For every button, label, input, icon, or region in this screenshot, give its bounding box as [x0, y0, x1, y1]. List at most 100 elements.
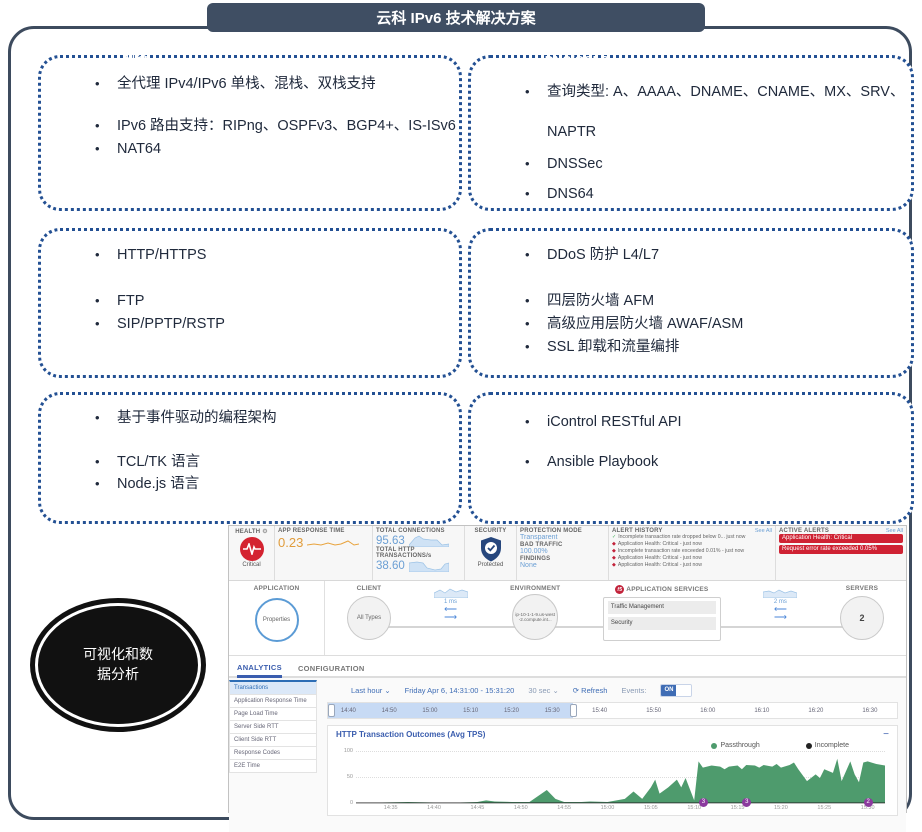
bullet: iControl RESTful API	[517, 412, 911, 432]
bullet: DDoS 防护 L4/L7	[517, 245, 911, 265]
tps-chart-card: HTTP Transaction Outcomes (Avg TPS) − Pa…	[327, 725, 898, 816]
bullet: TCL/TK 语言	[87, 452, 459, 472]
arrow-right-icon: ⟶	[444, 612, 457, 622]
range-dropdown[interactable]: Last hour ⌄	[351, 685, 391, 695]
feature-box-dns-gslb: DNS/GSLB 查询类型: A、AAAA、DNAME、CNAME、MX、SRV…	[468, 54, 914, 211]
services-box: Traffic Management Security	[602, 597, 721, 641]
sidebar-metric-item[interactable]: Server Side RTT	[229, 720, 317, 733]
app-response-label: APP RESPONSE TIME	[278, 528, 345, 534]
bullet: SIP/PPTP/RSTP	[87, 314, 459, 334]
events-toggle[interactable]: ON	[660, 683, 693, 697]
metrics-sidebar: Transactions Application Response Time Pag…	[229, 680, 317, 773]
sidebar-metric-item[interactable]: Transactions	[229, 680, 317, 694]
sidebar-metric-item[interactable]: Client Side RTT	[229, 733, 317, 746]
alert-icon: ◆	[612, 541, 616, 547]
alert-history-see-all-link[interactable]: See All	[754, 528, 772, 534]
tab-configuration[interactable]: CONFIGURATION	[297, 664, 365, 673]
bullet: SSL 卸载和流量编排	[517, 337, 911, 357]
feature-box-network: 网络 全代理 IPv4/IPv6 单栈、混栈、双栈支持 IPv6 路由支持：RI…	[38, 50, 462, 211]
x-axis-tick: 14:40	[427, 805, 441, 811]
bullet: DNSSec	[517, 154, 911, 174]
bullet: 全代理 IPv4/IPv6 单栈、混栈、双栈支持	[87, 74, 459, 94]
arrow-right-icon: ⟶	[773, 612, 787, 622]
service-row[interactable]: Traffic Management	[607, 601, 716, 614]
server-sparkline-icon	[763, 589, 798, 598]
timeline-selected-range[interactable]: 14:40 14:50 15:00 15:10 15:20 15:30	[328, 703, 573, 718]
service-row[interactable]: Security	[607, 617, 716, 630]
properties-node[interactable]: Properties	[254, 598, 299, 642]
x-axis-tick: 14:45	[470, 805, 485, 811]
sidebar-metric-item[interactable]: E2E Time	[229, 759, 317, 773]
timeline-handle-left[interactable]	[328, 704, 335, 717]
bad-traffic-label: BAD TRAFFIC	[520, 542, 563, 548]
health-critical-icon	[239, 537, 264, 561]
client-label: CLIENT	[356, 585, 382, 592]
application-map: APPLICATION Properties CLIENT All Types …	[229, 581, 906, 656]
event-badge[interactable]: 3	[698, 798, 708, 807]
alert-icon: ◆	[612, 562, 616, 568]
bullet: FTP	[87, 291, 459, 311]
shield-icon	[480, 537, 501, 562]
analytics-body: Transactions Application Response Time Pag…	[229, 678, 906, 832]
bullet: 四层防火墙 AFM	[517, 291, 911, 311]
sidebar-metric-item[interactable]: Page Load Time	[229, 707, 317, 720]
bullet: Ansible Playbook	[517, 452, 911, 472]
connections-sparkline-icon	[408, 535, 449, 547]
oval-ring	[35, 603, 201, 727]
application-column: APPLICATION Properties	[229, 581, 325, 655]
total-connections-label: TOTAL CONNECTIONS	[376, 528, 445, 534]
timeline-tick: 16:20	[808, 707, 824, 714]
sidebar-metric-item[interactable]: Application Response Time	[229, 694, 317, 707]
gear-icon[interactable]: ⚙	[262, 529, 268, 535]
alert-history-item: ◆ Application Health: Critical - just now	[612, 562, 772, 569]
box-tab-programmable: 可编程	[116, 382, 154, 393]
black-dot-icon	[805, 742, 812, 749]
timeline-tick: 15:40	[592, 707, 608, 714]
green-dot-icon	[711, 742, 718, 749]
box-tab-security: 安全	[552, 218, 578, 229]
alert-text: Incomplete transaction rate dropped belo…	[618, 534, 746, 540]
kpi-band: HEALTH ⚙ Critical APP RESPONSE TIME 0.23…	[229, 526, 906, 581]
client-node[interactable]: All Types	[347, 596, 391, 640]
services-label: APPLICATION SERVICES	[626, 586, 709, 594]
feature-box-automation: 自动化 iControl RESTful API Ansible Playboo…	[468, 382, 914, 524]
event-badge[interactable]: 3	[742, 798, 752, 807]
totals-cell: TOTAL CONNECTIONS 95.63 TOTAL HTTP TRANS…	[373, 526, 465, 580]
active-alerts-see-all-link[interactable]: See All	[885, 528, 903, 534]
security-label: SECURITY	[474, 528, 507, 534]
health-status: Critical	[242, 562, 261, 568]
interval-dropdown[interactable]: 30 sec ⌄	[528, 685, 559, 695]
tps-plot: 100 50 0 3 3 2	[344, 748, 885, 807]
x-axis-tick: 15:05	[643, 805, 658, 811]
arrow-left-icon: ⟵	[773, 604, 787, 614]
timeline-handle-right[interactable]	[569, 704, 577, 717]
servers-node[interactable]: 2	[839, 596, 884, 640]
refresh-button[interactable]: ⟳ Refresh	[572, 685, 608, 695]
feature-box-alg: ALG HTTP/HTTPS FTP SIP/PPTP/RSTP	[38, 218, 462, 378]
check-icon: ✓	[612, 534, 617, 540]
protection-mode-label: PROTECTION MODE	[520, 528, 583, 534]
alert-history-item: ◆ Application Health: Critical - just now	[612, 541, 772, 548]
services-group: f5 APPLICATION SERVICES Traffic Managemen…	[602, 585, 721, 641]
sidebar-metric-item[interactable]: Response Codes	[229, 746, 317, 759]
timeline-strip[interactable]: 14:40 14:50 15:00 15:10 15:20 15:30 15:40 15:5…	[327, 702, 898, 719]
active-alerts-list: Application Health: Critical Request erro…	[779, 534, 903, 554]
timeline-tick: 15:20	[503, 707, 519, 714]
environment-node[interactable]: ip-10-1-1-9.us-west-2.compute.int...	[512, 594, 559, 640]
alert-history-item: ✓ Incomplete transaction rate dropped bel…	[612, 534, 772, 541]
timeline-tick: 14:40	[340, 707, 356, 714]
x-axis-labels: 14:35 14:40 14:45 14:50 14:55 15:00 15:05 15:10…	[356, 804, 885, 813]
event-badge[interactable]: 2	[863, 798, 873, 807]
alert-text: Application Health: Critical - just now	[617, 541, 703, 547]
bad-traffic-value: 100.00%	[520, 548, 548, 555]
servers-group: SERVERS 2	[839, 585, 884, 640]
box-tab-alg: ALG	[121, 218, 149, 229]
visualization-oval: 可视化和数 据分析	[30, 598, 206, 732]
bullet: 高级应用层防火墙 AWAF/ASM	[517, 314, 911, 334]
protection-mode-value: Transparent	[520, 534, 558, 541]
minimize-button[interactable]: −	[883, 728, 889, 740]
client-sparkline-icon	[433, 588, 468, 598]
tab-analytics[interactable]: ANALYTICS	[237, 663, 282, 678]
oval-label-line2: 据分析	[97, 667, 139, 683]
